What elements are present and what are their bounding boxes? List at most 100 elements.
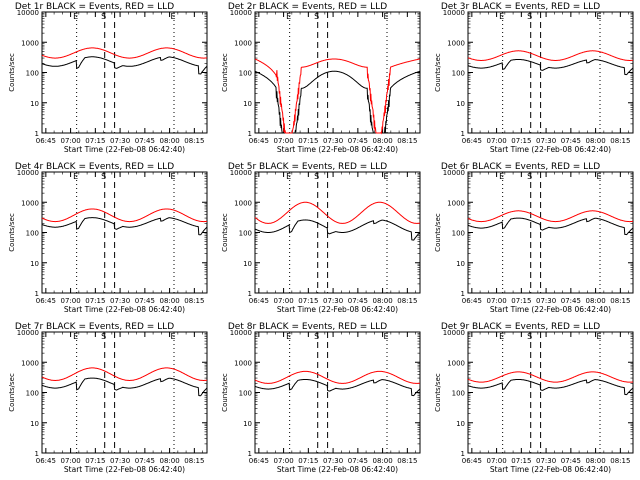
x-tick-label: 08:00 <box>586 137 606 145</box>
x-tick-label: 07:00 <box>274 137 294 145</box>
detector-panel-4: Det 4r BLACK = Events, RED = LLD 1 10 100 10… <box>8 162 208 314</box>
y-tick-label: 1 <box>248 290 252 298</box>
series-line-events <box>254 379 421 397</box>
y-tick-label: 100 <box>26 390 39 398</box>
x-tick-label: 07:15 <box>298 297 318 305</box>
x-tick-label: 08:00 <box>160 457 180 465</box>
x-tick-label: 07:00 <box>61 297 81 305</box>
x-tick-label: 07:00 <box>274 297 294 305</box>
x-axis-label: Start Time (22-Feb-08 06:42:40) <box>277 305 398 314</box>
x-tick-label: 08:00 <box>373 297 393 305</box>
x-tick-label: 08:15 <box>397 457 417 465</box>
plot-frame <box>467 11 634 134</box>
y-tick-label: 10 <box>243 260 252 268</box>
x-tick-label: 06:45 <box>36 137 56 145</box>
y-tick-label: 1000 <box>234 359 252 367</box>
marker-label: E <box>596 332 601 341</box>
series-line-events <box>467 58 634 76</box>
detector-panel-6: Det 6r BLACK = Events, RED = LLD 1 10 100 10… <box>434 162 634 314</box>
marker-label: S <box>527 12 532 21</box>
y-tick-label: 10 <box>30 100 39 108</box>
panel-title: Det 5r BLACK = Events, RED = LLD <box>228 162 387 172</box>
x-tick-label: 07:00 <box>61 137 81 145</box>
series-line-lld <box>467 210 633 223</box>
y-axis-label: Counts/sec <box>221 373 229 412</box>
x-tick-label: 06:45 <box>462 297 482 305</box>
y-tick-label: 1000 <box>21 199 39 207</box>
marker-label: S <box>314 332 319 341</box>
marker-label: S <box>314 12 319 21</box>
series-line-lld <box>41 367 208 381</box>
detector-panel-2: Det 2r BLACK = Events, RED = LLD 1 10 100 10… <box>221 2 421 154</box>
marker-label: E <box>383 172 388 181</box>
y-tick-label: 10000 <box>17 329 39 337</box>
marker-label: E <box>170 172 175 181</box>
marker-label: E <box>170 332 175 341</box>
marker-label: E <box>596 12 601 21</box>
y-tick-label: 10000 <box>443 169 465 177</box>
x-tick-label: 07:15 <box>298 457 318 465</box>
marker-label: E <box>499 12 504 21</box>
y-tick-label: 1000 <box>447 39 465 47</box>
y-tick-label: 100 <box>26 230 39 238</box>
x-tick-label: 07:15 <box>85 137 105 145</box>
marker-label: S <box>101 332 106 341</box>
panel-title: Det 1r BLACK = Events, RED = LLD <box>15 2 174 12</box>
y-tick-label: 1 <box>248 450 252 458</box>
series-line-events <box>41 217 208 236</box>
y-tick-label: 10000 <box>17 9 39 17</box>
y-tick-label: 1 <box>461 450 465 458</box>
y-tick-label: 10 <box>456 420 465 428</box>
detector-panel-1: Det 1r BLACK = Events, RED = LLD 1 10 100 10… <box>8 2 208 154</box>
x-tick-label: 08:15 <box>184 457 204 465</box>
marker-label: S <box>527 332 532 341</box>
y-tick-label: 100 <box>452 390 465 398</box>
x-tick-label: 07:45 <box>561 137 581 145</box>
x-tick-label: 08:15 <box>397 137 417 145</box>
y-axis-label: Counts/sec <box>8 213 16 252</box>
y-tick-label: 10 <box>30 260 39 268</box>
marker-label: E <box>73 172 78 181</box>
series-line-lld <box>41 208 208 223</box>
marker-label: S <box>101 172 106 181</box>
plot-frame <box>41 11 208 134</box>
x-tick-label: 07:45 <box>348 457 368 465</box>
y-tick-label: 100 <box>26 70 39 78</box>
panel-title: Det 6r BLACK = Events, RED = LLD <box>441 162 600 172</box>
x-tick-label: 07:30 <box>110 137 130 145</box>
x-axis-label: Start Time (22-Feb-08 06:42:40) <box>490 465 611 474</box>
x-tick-label: 07:30 <box>110 457 130 465</box>
x-tick-label: 06:45 <box>249 297 269 305</box>
y-tick-label: 1 <box>461 290 465 298</box>
x-tick-label: 08:00 <box>160 297 180 305</box>
x-tick-label: 08:00 <box>586 457 606 465</box>
detector-panel-5: Det 5r BLACK = Events, RED = LLD 1 10 100 10… <box>221 162 421 314</box>
plot-frame <box>467 331 634 454</box>
x-tick-label: 08:00 <box>586 297 606 305</box>
marker-label: E <box>383 12 388 21</box>
x-tick-label: 07:45 <box>135 137 155 145</box>
x-tick-label: 06:45 <box>249 457 269 465</box>
y-axis-label: Counts/sec <box>221 53 229 92</box>
y-axis-label: Counts/sec <box>434 213 442 252</box>
marker-label: E <box>170 12 175 21</box>
marker-label: S <box>101 12 106 21</box>
x-tick-label: 08:00 <box>160 137 180 145</box>
x-tick-label: 06:45 <box>462 457 482 465</box>
y-tick-label: 100 <box>239 70 252 78</box>
x-tick-label: 08:15 <box>610 297 630 305</box>
x-tick-label: 07:45 <box>348 137 368 145</box>
y-tick-label: 100 <box>239 230 252 238</box>
y-tick-label: 10000 <box>443 329 465 337</box>
series-line-lld <box>467 371 634 383</box>
y-tick-label: 10000 <box>230 9 252 17</box>
x-tick-label: 06:45 <box>36 297 56 305</box>
plot-frame <box>467 171 634 294</box>
plot-frame <box>254 331 421 454</box>
series-line-events <box>41 56 208 75</box>
detector-panel-9: Det 9r BLACK = Events, RED = LLD 1 10 100 10… <box>434 322 634 474</box>
detector-panel-7: Det 7r BLACK = Events, RED = LLD 1 10 100 10… <box>8 322 208 474</box>
y-tick-label: 10 <box>30 420 39 428</box>
x-tick-label: 07:45 <box>561 457 581 465</box>
